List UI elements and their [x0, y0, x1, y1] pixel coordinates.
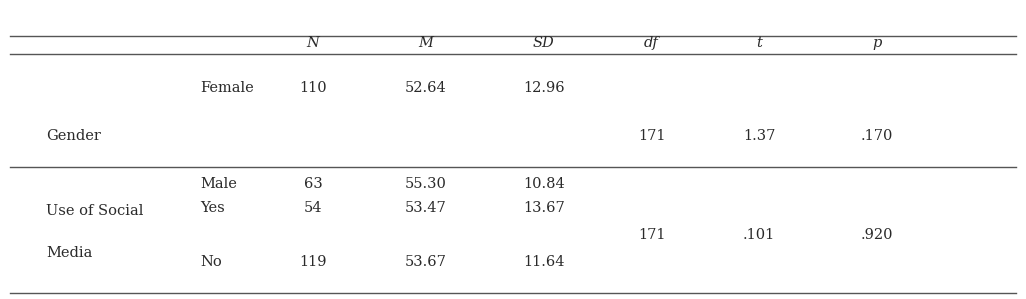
Text: 110: 110: [300, 81, 326, 95]
Text: .920: .920: [861, 228, 894, 242]
Text: SD: SD: [532, 36, 555, 50]
Text: Female: Female: [200, 81, 253, 95]
Text: 52.64: 52.64: [405, 81, 446, 95]
Text: 53.67: 53.67: [405, 255, 446, 269]
Text: 53.47: 53.47: [405, 201, 446, 215]
Text: 11.64: 11.64: [523, 255, 564, 269]
Text: 171: 171: [638, 228, 665, 242]
Text: t: t: [756, 36, 762, 50]
Text: Use of Social: Use of Social: [46, 204, 144, 218]
Text: Male: Male: [200, 177, 237, 191]
Text: Media: Media: [46, 246, 92, 260]
Text: Gender: Gender: [46, 129, 101, 143]
Text: N: N: [307, 36, 319, 50]
Text: .170: .170: [861, 129, 894, 143]
Text: df: df: [644, 36, 659, 50]
Text: 119: 119: [300, 255, 326, 269]
Text: 1.37: 1.37: [743, 129, 776, 143]
Text: 12.96: 12.96: [523, 81, 564, 95]
Text: 171: 171: [638, 129, 665, 143]
Text: 55.30: 55.30: [405, 177, 446, 191]
Text: Yes: Yes: [200, 201, 225, 215]
Text: .101: .101: [743, 228, 776, 242]
Text: 13.67: 13.67: [523, 201, 564, 215]
Text: No: No: [200, 255, 222, 269]
Text: 10.84: 10.84: [523, 177, 564, 191]
Text: 63: 63: [304, 177, 322, 191]
Text: 54: 54: [304, 201, 322, 215]
Text: p: p: [872, 36, 882, 50]
Text: M: M: [419, 36, 433, 50]
